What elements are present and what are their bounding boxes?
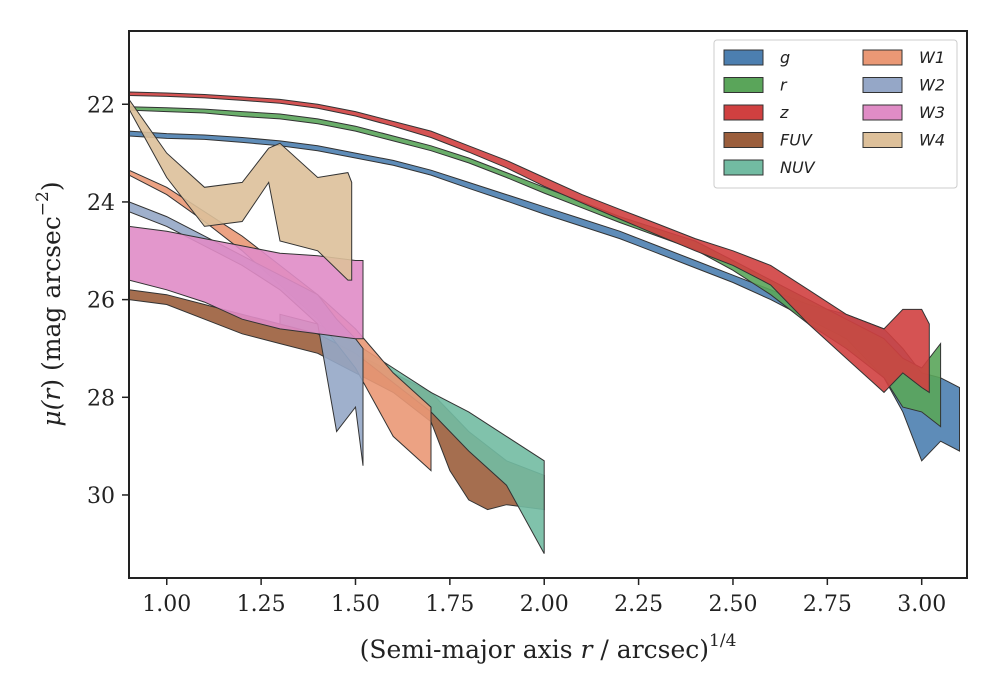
x-tick-label: 3.00 (897, 592, 946, 617)
series-layer (129, 91, 960, 554)
legend-swatch (723, 132, 764, 148)
legend-swatch (723, 49, 764, 66)
legend-label: W4 (919, 131, 945, 150)
band-g (129, 130, 960, 462)
legend-swatch (862, 77, 903, 93)
legend-swatch (723, 77, 764, 93)
legend: grz FUV NUV W1 W2 W3 W4 (713, 39, 958, 189)
legend-label: r (780, 76, 788, 95)
plot-frame (128, 30, 968, 579)
x-tick-label: 2.25 (614, 592, 663, 617)
band-r (129, 106, 942, 428)
x-tick-label: 1.75 (425, 592, 474, 617)
x-tick-label: 2.75 (803, 592, 852, 617)
legend-label: z (779, 103, 789, 122)
legend-swatch (862, 49, 903, 66)
x-tick-label: 2.00 (520, 592, 569, 617)
x-tick-label: 1.00 (142, 592, 191, 617)
legend-label: W2 (919, 76, 945, 95)
y-tick-label: 28 (87, 386, 115, 411)
legend-label: g (780, 48, 790, 67)
band-w4 (129, 98, 353, 281)
legend-swatch (723, 104, 764, 121)
y-axis-label: μ(r) (mag arcsec−2) (33, 181, 66, 426)
y-axis: 22 24 26 28 30 (87, 93, 129, 509)
legend-swatch (723, 159, 764, 176)
y-tick-label: 30 (87, 484, 115, 509)
y-tick-label: 24 (87, 191, 115, 216)
band-z (129, 91, 930, 394)
x-tick-label: 2.50 (708, 592, 757, 617)
legend-label: W1 (919, 48, 945, 67)
legend-label: W3 (919, 103, 945, 122)
band-w3 (129, 225, 364, 340)
x-tick-label: 1.50 (331, 592, 380, 617)
legend-label: NUV (780, 158, 816, 177)
x-tick-label: 1.25 (237, 592, 286, 617)
legend-label: FUV (780, 131, 813, 150)
y-tick-label: 26 (87, 289, 115, 314)
x-axis: 1.00 1.25 1.50 1.75 2.00 2.25 2.50 2.75 3.00 (142, 578, 946, 617)
legend-swatch (862, 104, 903, 121)
legend-swatch (862, 132, 903, 148)
y-tick-label: 22 (87, 93, 115, 118)
x-axis-label: (Semi-major axis r / arcsec)1/4 (360, 631, 737, 664)
